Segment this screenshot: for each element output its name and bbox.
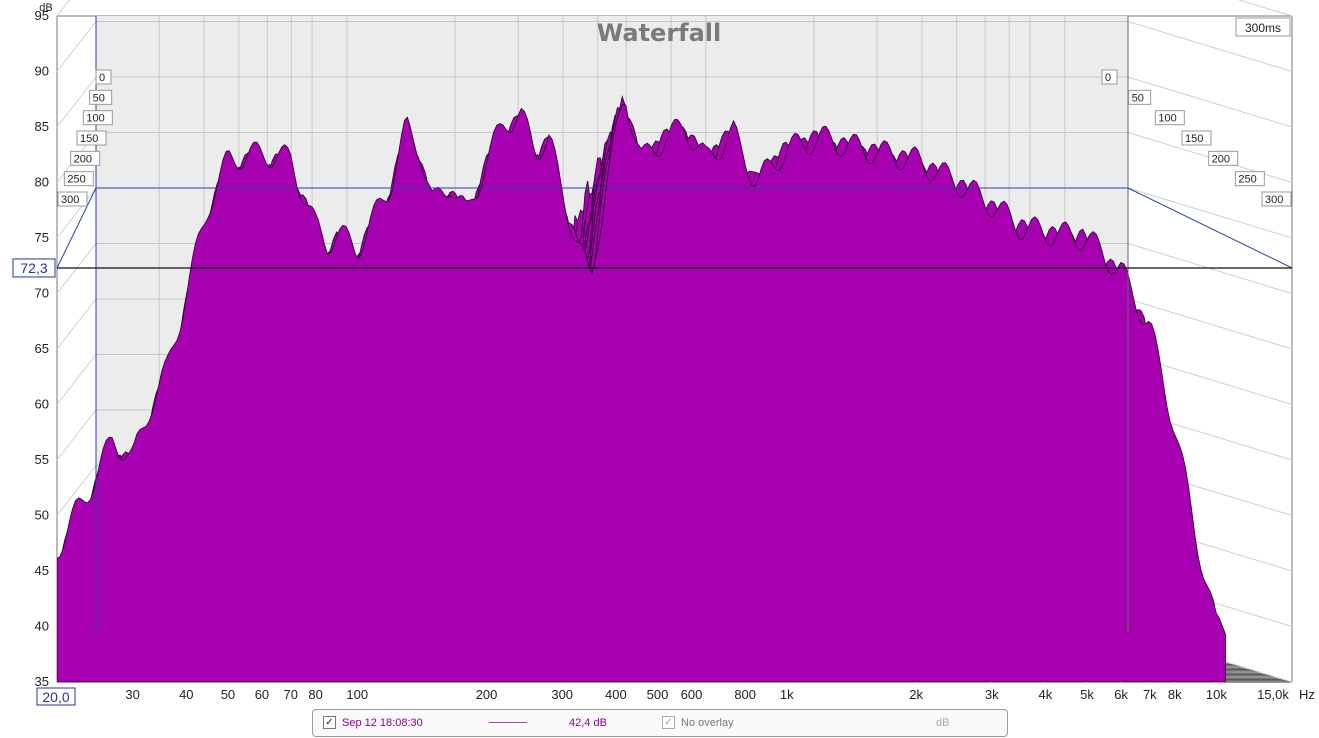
x-axis-unit: Hz	[1299, 687, 1315, 702]
measurement-checkbox[interactable]: ✓	[323, 716, 336, 729]
waterfall-slice	[57, 103, 1226, 682]
x-tick-label: 1k	[780, 687, 794, 702]
y-tick-label: 55	[35, 452, 49, 467]
y-tick-label: 85	[35, 119, 49, 134]
x-tick-label: 10k	[1206, 687, 1227, 702]
x-tick-label: 500	[647, 687, 669, 702]
y-axis-unit: dB	[39, 2, 52, 14]
x-tick-label: 800	[734, 687, 756, 702]
y-tick-label: 90	[35, 64, 49, 79]
x-tick-label: 200	[476, 687, 498, 702]
y-axis-ticks: 35 40 45 50 55 60 65 70 75 80 85 90 95	[35, 8, 49, 689]
time-tick-label: 100	[1158, 113, 1176, 125]
x-tick-label: 50	[221, 687, 235, 702]
x-max-value: 15,0k	[1257, 687, 1289, 702]
y-tick-label: 60	[35, 397, 49, 412]
time-range-label: 300ms	[1245, 21, 1281, 35]
y-tick-label: 70	[35, 286, 49, 301]
overlay-unit: dB	[936, 717, 950, 729]
y-tick-label: 40	[35, 619, 49, 634]
x-tick-label: 40	[179, 687, 193, 702]
x-min-box[interactable]: 20,0	[36, 687, 76, 706]
y-tick-label: 80	[35, 175, 49, 190]
measurement-name: Sep 12 18:08:30	[342, 717, 423, 729]
cursor-level-box[interactable]: 72,3	[12, 258, 56, 278]
time-tick-label: 300	[61, 194, 79, 206]
time-tick-label: 0	[1105, 72, 1111, 84]
cursor-level-value: 72,3	[20, 260, 47, 276]
time-tick-label: 200	[74, 153, 92, 165]
x-tick-label: 100	[346, 687, 368, 702]
time-tick-label: 200	[1212, 153, 1230, 165]
measurement-line-swatch	[489, 722, 527, 723]
y-tick-label: 65	[35, 341, 49, 356]
time-tick-label: 0	[99, 72, 105, 84]
y-tick-label: 35	[35, 674, 49, 689]
overlay-label: No overlay	[681, 717, 734, 729]
x-tick-label: 80	[308, 687, 322, 702]
x-min-value: 20,0	[42, 689, 69, 705]
waterfall-slices	[57, 94, 1226, 682]
x-tick-label: 8k	[1168, 687, 1182, 702]
time-tick-label: 250	[1238, 174, 1256, 186]
x-tick-label: 300	[551, 687, 573, 702]
time-tick-label: 100	[86, 113, 104, 125]
x-tick-label: 60	[255, 687, 269, 702]
time-tick-label: 150	[1185, 133, 1203, 145]
y-tick-label: 95	[35, 8, 49, 23]
time-tick-label: 50	[1132, 92, 1144, 104]
time-ticks-right: 0 50 100 150 200 250 300	[1101, 69, 1292, 207]
time-tick-label: 150	[80, 133, 98, 145]
x-tick-label: 7k	[1143, 687, 1157, 702]
time-tick-label: 50	[93, 92, 105, 104]
measurement-level: 42,4 dB	[569, 717, 607, 729]
y-tick-label: 75	[35, 230, 49, 245]
time-tick-label: 300	[1265, 194, 1283, 206]
x-tick-label: 4k	[1039, 687, 1053, 702]
overlay-checkbox[interactable]: ✓	[662, 716, 675, 729]
time-ticks-left: 0 50 100 150 200 250 300	[57, 69, 113, 207]
y-tick-label: 50	[35, 508, 49, 523]
x-tick-label: 3k	[985, 687, 999, 702]
x-tick-label: 6k	[1114, 687, 1128, 702]
x-tick-label: 400	[605, 687, 627, 702]
time-range-box: 300ms	[1235, 17, 1291, 37]
x-tick-label: 600	[681, 687, 703, 702]
legend-bar: ✓ Sep 12 18:08:30 42,4 dB ✓ No overlay d…	[312, 709, 1008, 737]
y-tick-label: 45	[35, 563, 49, 578]
chart-title: Waterfall	[597, 19, 722, 47]
x-tick-label: 30	[125, 687, 139, 702]
x-tick-label: 2k	[909, 687, 923, 702]
x-tick-label: 5k	[1080, 687, 1094, 702]
x-tick-label: 70	[283, 687, 297, 702]
time-tick-label: 250	[67, 174, 85, 186]
x-axis-ticks: 30 40 50 60 70 80 100 200 300 400 500 600 800 1k 2k 3k 4…	[125, 687, 1227, 702]
